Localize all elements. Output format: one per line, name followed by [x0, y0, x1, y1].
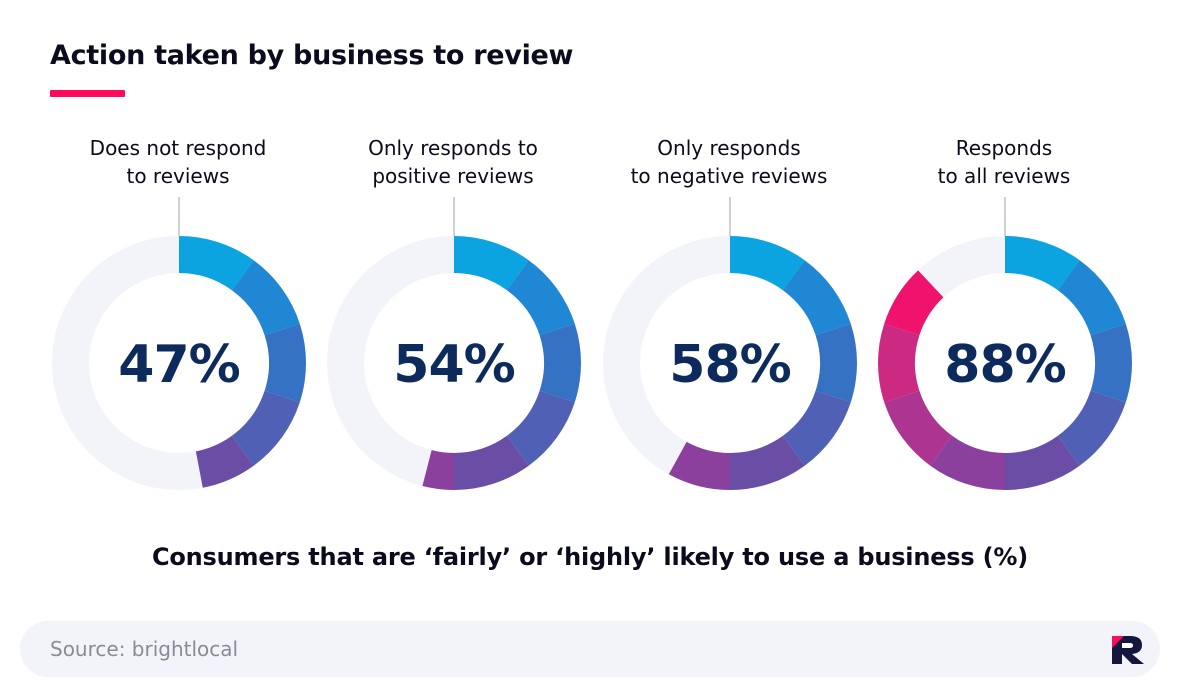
donut-arc-segment — [1005, 435, 1080, 490]
donut-label-line: Responds — [955, 136, 1053, 160]
donut-label-line: to reviews — [126, 164, 230, 188]
donut-arc-segment — [422, 450, 454, 490]
donut-arc-segment — [506, 390, 575, 466]
donut-arc-segment — [506, 260, 575, 336]
donut-label-line: Only responds to — [368, 136, 538, 160]
donut-arc-segment — [195, 435, 254, 488]
donut-label-3: Responds to all reviews — [864, 134, 1144, 190]
donut-label-1: Only responds to positive reviews — [313, 134, 593, 190]
donut-arc-segment — [264, 323, 307, 403]
donut-arc-segment — [878, 323, 920, 403]
donut-arc-segment — [1090, 323, 1132, 403]
source-text: Source: brightlocal — [50, 637, 239, 661]
donut-value-label: 54% — [393, 335, 514, 395]
footer-bar: Source: brightlocal — [20, 621, 1160, 677]
chart-title: Action taken by business to review — [50, 40, 574, 71]
donut-value-label: 47% — [118, 335, 239, 395]
donut-value-label: 88% — [944, 335, 1065, 395]
donut-arc-segment — [884, 270, 944, 336]
donut-label-line: to negative reviews — [630, 164, 828, 188]
donut-label-line: Only responds — [657, 136, 801, 160]
donut-arc-segment — [782, 260, 851, 336]
donut-label-line: to all reviews — [937, 164, 1071, 188]
title-accent-bar — [50, 90, 125, 97]
donut-arc-segment — [1057, 390, 1126, 466]
donut-value-label: 58% — [669, 335, 790, 395]
donut-arc-segment — [930, 435, 1005, 490]
donut-arc-segment — [730, 435, 805, 490]
donut-label-line: Does not respond — [89, 136, 267, 160]
donut-arc-segment — [231, 260, 300, 336]
donut-charts: 47% 54% 58% 88% — [52, 197, 1132, 490]
donut-arc-segment — [179, 236, 254, 291]
donut-label-2: Only responds to negative reviews — [589, 134, 869, 190]
x-axis-caption: Consumers that are ‘fairly’ or ‘highly’ … — [151, 543, 1029, 571]
donut-arc-segment — [782, 390, 851, 466]
donut-label-0: Does not respond to reviews — [38, 134, 318, 190]
donut-arc-segment — [454, 435, 529, 490]
donut-arc-segment — [730, 236, 805, 291]
brand-logo-icon — [1112, 636, 1144, 664]
donut-arc-segment — [815, 323, 857, 403]
donut-arc-segment — [454, 236, 529, 291]
donut-arc-segment — [539, 323, 581, 403]
donut-label-line: positive reviews — [372, 164, 534, 188]
donut-arc-segment — [884, 390, 953, 466]
donut-arc-segment — [1005, 236, 1080, 291]
donut-arc-segment — [231, 390, 300, 466]
donut-arc-segment — [668, 441, 730, 490]
donut-arc-segment — [1057, 260, 1126, 336]
